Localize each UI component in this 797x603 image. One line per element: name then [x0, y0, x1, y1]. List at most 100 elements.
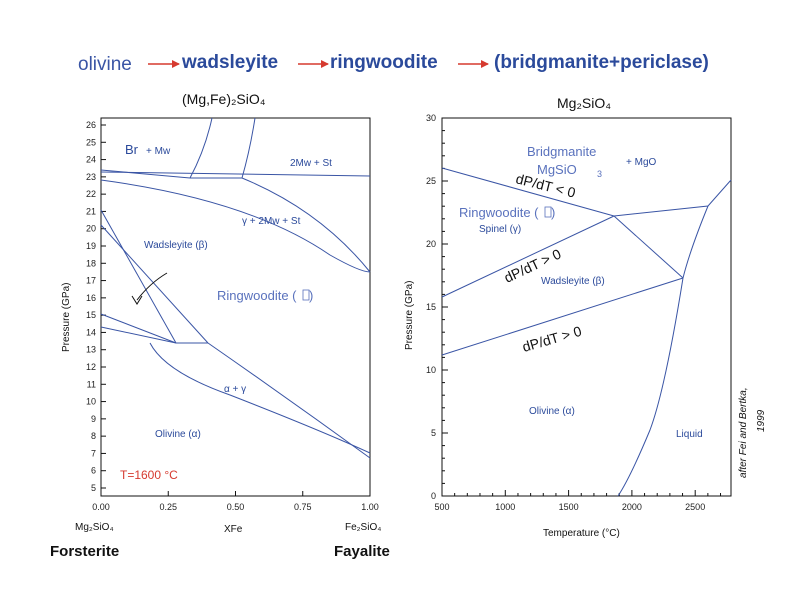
right-y-axis-label: Pressure (GPa) — [404, 281, 415, 350]
svg-text:MgSiO: MgSiO — [537, 162, 577, 177]
alpha-beta-upper — [100, 313, 177, 344]
seq-olivine: olivine — [78, 54, 132, 75]
olivine-upper — [149, 342, 371, 454]
right-y-tick-label: 5 — [431, 428, 436, 438]
left-y-tick-label: 25 — [86, 137, 96, 147]
left-y-tick-label: 24 — [86, 155, 96, 165]
wadsleyite-olivine-boundary — [441, 277, 684, 356]
svg-text:): ) — [309, 288, 313, 303]
right-y-tick-label: 10 — [426, 365, 436, 375]
left-y-tick-label: 14 — [86, 327, 96, 337]
label-mw-st: 2Mw + St — [290, 158, 332, 169]
label-dpdt-positive-2: dP/dT > 0 — [520, 323, 583, 355]
svg-text:): ) — [551, 205, 555, 220]
label-alpha-gamma: α + γ — [224, 384, 246, 395]
endmember-left: Mg₂SiO₄ — [75, 522, 114, 533]
pointer-arrow-head — [131, 295, 143, 305]
right-y-ticks: 0 5 10 15 20 25 30 — [426, 113, 448, 501]
left-y-tick-label: 10 — [86, 397, 96, 407]
g-mw-st-upper — [241, 177, 371, 273]
left-y-tick-label: 8 — [91, 431, 96, 441]
seq-final: (bridgmanite+periclase) — [494, 52, 709, 73]
right-x-ticks: 500 1000 1500 2000 2500 — [434, 490, 722, 512]
ringwoodite-wadsleyite-boundary — [441, 215, 615, 298]
right-x-tick-label: 1000 — [495, 502, 515, 512]
label-liquid: Liquid — [676, 429, 703, 440]
missing-glyph-box — [302, 289, 310, 301]
name-forsterite: Forsterite — [50, 543, 119, 560]
left-y-tick-label: 20 — [86, 224, 96, 234]
left-x-axis-label: XFe — [224, 524, 243, 535]
label-wadsleyite-right: Wadsleyite (β) — [541, 276, 605, 287]
label-bridgmanite: Bridgmanite — [527, 144, 596, 159]
ringwoodite-liquid-boundary — [613, 215, 684, 279]
label-br-mw: + Mw — [146, 146, 171, 157]
pointer-arrow-line — [136, 272, 168, 301]
citation-line-2: 1999 — [756, 409, 767, 432]
left-x-tick-label: 0.50 — [227, 502, 245, 512]
right-x-tick-label: 2000 — [622, 502, 642, 512]
right-y-tick-label: 25 — [426, 176, 436, 186]
left-frame — [100, 117, 371, 497]
left-x-ticks: 0.00 0.25 0.50 0.75 1.00 — [92, 491, 379, 512]
left-title: (Mg,Fe)₂SiO₄ — [182, 91, 266, 107]
right-diagram: Mg₂SiO₄ 0 5 10 15 20 25 30 500 1000 1500 2000 2500… — [404, 95, 767, 539]
endmember-right: Fe₂SiO₄ — [345, 522, 381, 533]
name-fayalite: Fayalite — [334, 543, 390, 560]
pv-ringwoodite-boundary — [441, 167, 615, 217]
left-y-tick-label: 23 — [86, 172, 96, 182]
right-y-tick-label: 20 — [426, 239, 436, 249]
left-x-tick-label: 0.75 — [294, 502, 312, 512]
label-spinel: Spinel (γ) — [479, 224, 521, 235]
br-boundary-upper — [100, 171, 371, 177]
right-title: Mg₂SiO₄ — [557, 95, 611, 111]
left-y-tick-label: 17 — [86, 276, 96, 286]
left-y-tick-label: 13 — [86, 345, 96, 355]
left-phase-boundaries — [100, 117, 371, 459]
label-ringwoodite: Ringwoodite ( ) — [217, 288, 313, 303]
svg-text:3: 3 — [597, 169, 602, 179]
label-g-mw-st: γ + 2Mw + St — [242, 216, 301, 227]
left-y-tick-label: 9 — [91, 414, 96, 424]
right-y-tick-label: 15 — [426, 302, 436, 312]
left-diagram: (Mg,Fe)₂SiO₄ 5 6 7 8 9 10 11 12 13 14 15 16 17 18 19 20… — [50, 91, 390, 560]
left-x-tick-label: 0.25 — [159, 502, 177, 512]
left-y-tick-label: 26 — [86, 120, 96, 130]
label-olivine-right: Olivine (α) — [529, 406, 575, 417]
left-y-tick-label: 18 — [86, 258, 96, 268]
citation-line-1: after Fei and Bertka, — [738, 387, 749, 478]
svg-text:Ringwoodite (: Ringwoodite ( — [217, 288, 297, 303]
seq-wadsleyite: wadsleyite — [181, 52, 278, 73]
left-y-axis-label: Pressure (GPa) — [61, 283, 72, 352]
wadsleyite-right — [100, 209, 177, 344]
missing-glyph-box — [544, 206, 552, 218]
label-ringwoodite-right: Ringwoodite ( ) — [459, 205, 555, 220]
right-x-axis-label: Temperature (°C) — [543, 528, 620, 539]
right-phase-boundaries — [441, 167, 732, 497]
right-y-tick-label: 30 — [426, 113, 436, 123]
left-y-tick-label: 7 — [91, 448, 96, 458]
label-temperature: T=1600 °C — [120, 468, 178, 482]
label-olivine: Olivine (α) — [155, 429, 201, 440]
g-mw-st-lower — [100, 179, 371, 273]
transition-sequence: olivine wadsleyite ringwoodite (bridgman… — [78, 52, 709, 75]
svg-text:Ringwoodite (: Ringwoodite ( — [459, 205, 539, 220]
right-x-tick-label: 500 — [434, 502, 449, 512]
left-y-tick-label: 16 — [86, 293, 96, 303]
br-mw-right-curve — [241, 117, 256, 179]
left-y-tick-label: 11 — [87, 379, 96, 389]
right-x-tick-label: 1500 — [559, 502, 579, 512]
right-x-tick-label: 2500 — [685, 502, 705, 512]
label-br: Br — [125, 142, 139, 157]
br-mw-left-curve — [189, 117, 213, 179]
ringwoodite-left — [100, 224, 209, 344]
left-y-tick-label: 22 — [86, 189, 96, 199]
right-y-tick-label: 0 — [431, 491, 436, 501]
pv-melting-curve — [613, 179, 732, 217]
gamma-lower — [207, 342, 371, 459]
left-y-tick-label: 5 — [91, 483, 96, 493]
left-y-ticks: 5 6 7 8 9 10 11 12 13 14 15 16 17 18 19 20 21 22 23 24 25 26 — [86, 120, 106, 493]
alpha-beta-lower — [100, 326, 177, 344]
